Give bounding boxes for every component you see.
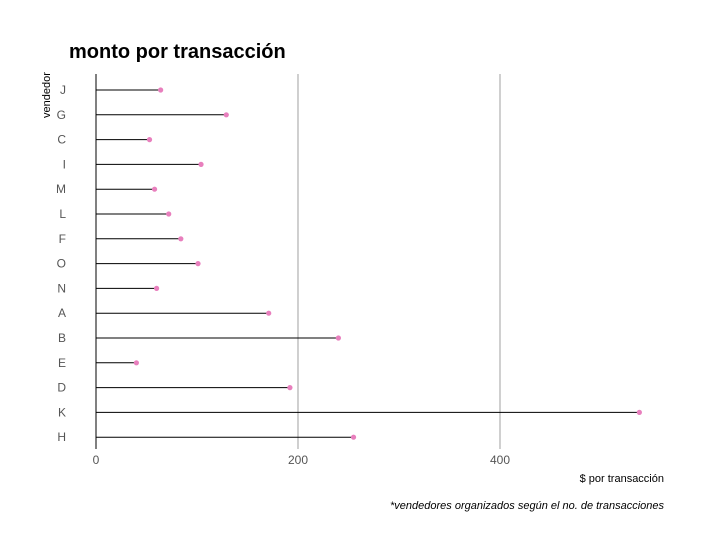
x-tick-label: 400 — [490, 453, 510, 467]
lollipop-point-D — [287, 385, 293, 391]
lollipop-point-B — [335, 335, 341, 341]
y-tick-label: J — [60, 83, 66, 97]
y-axis-label: vendedor — [41, 72, 53, 118]
lollipop-point-C — [146, 137, 153, 143]
y-tick-label: G — [57, 108, 66, 122]
x-tick-label: 0 — [93, 453, 100, 467]
y-tick-label: O — [57, 257, 66, 271]
lollipop-point-K — [636, 409, 642, 415]
lollipop-point-J — [158, 87, 164, 93]
chart-caption: *vendedores organizados según el no. de … — [390, 500, 664, 512]
lollipop-point-N — [154, 285, 160, 291]
lollipop-point-L — [166, 211, 172, 217]
lollipop-point-E — [133, 360, 139, 366]
x-tick-labels: 0 200 400 — [93, 453, 511, 467]
y-tick-label: L — [59, 207, 66, 221]
y-tick-label: H — [57, 430, 66, 444]
y-tick-label: E — [58, 356, 66, 370]
y-tick-label: I — [63, 157, 66, 171]
y-tick-label: N — [57, 281, 66, 295]
y-tick-label: B — [58, 331, 66, 345]
chart-title: monto por transacción — [69, 41, 286, 63]
y-tick-label: F — [59, 232, 66, 246]
y-tick-label: C — [57, 133, 66, 147]
lollipop-point-A — [266, 310, 272, 316]
x-axis-label: $ por transacción — [580, 473, 664, 485]
lollipop-point-M — [151, 186, 158, 192]
y-tick-label: K — [58, 405, 66, 419]
y-tick-label: M — [56, 182, 66, 196]
y-tick-label: D — [57, 381, 66, 395]
lollipop-marks — [96, 87, 642, 440]
lollipop-point-O — [195, 261, 201, 267]
lollipop-point-G — [223, 112, 229, 118]
x-tick-label: 200 — [288, 453, 308, 467]
lollipop-point-F — [178, 236, 184, 242]
lollipop-point-H — [350, 434, 357, 440]
gridlines — [95, 74, 501, 449]
y-tick-label: A — [58, 306, 66, 320]
lollipop-point-I — [198, 161, 204, 167]
